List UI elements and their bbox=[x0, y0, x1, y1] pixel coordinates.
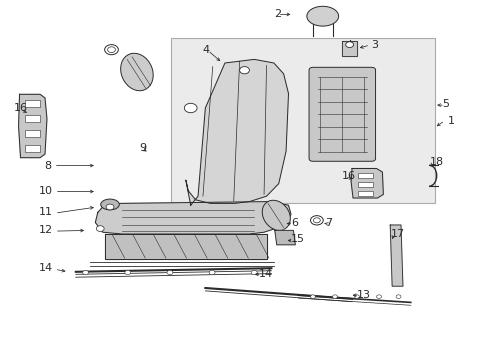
Bar bbox=[25, 145, 40, 152]
Polygon shape bbox=[185, 59, 288, 205]
Ellipse shape bbox=[121, 53, 153, 91]
Text: 15: 15 bbox=[290, 234, 305, 244]
Text: 14: 14 bbox=[39, 263, 53, 273]
Circle shape bbox=[82, 270, 88, 275]
Bar bbox=[25, 130, 40, 137]
FancyBboxPatch shape bbox=[308, 67, 375, 161]
Circle shape bbox=[251, 270, 257, 275]
Circle shape bbox=[395, 295, 400, 298]
Circle shape bbox=[313, 218, 320, 223]
Bar bbox=[357, 173, 372, 178]
Text: 8: 8 bbox=[44, 161, 51, 171]
Circle shape bbox=[310, 216, 323, 225]
Circle shape bbox=[345, 42, 353, 48]
Circle shape bbox=[96, 226, 104, 231]
Circle shape bbox=[184, 103, 197, 113]
Polygon shape bbox=[95, 202, 290, 234]
Text: 6: 6 bbox=[290, 218, 297, 228]
FancyBboxPatch shape bbox=[171, 38, 434, 203]
Ellipse shape bbox=[262, 200, 290, 230]
Polygon shape bbox=[19, 94, 47, 158]
Circle shape bbox=[167, 270, 173, 275]
Text: 12: 12 bbox=[39, 225, 53, 235]
Text: 7: 7 bbox=[325, 218, 332, 228]
Text: 9: 9 bbox=[139, 143, 146, 153]
Text: 13: 13 bbox=[356, 290, 370, 300]
Circle shape bbox=[354, 295, 359, 298]
Ellipse shape bbox=[101, 199, 119, 210]
Bar bbox=[357, 191, 372, 196]
Bar bbox=[25, 115, 40, 122]
Text: 11: 11 bbox=[39, 207, 53, 217]
Circle shape bbox=[310, 295, 315, 298]
Circle shape bbox=[376, 295, 381, 298]
Text: 10: 10 bbox=[39, 186, 53, 196]
Text: 1: 1 bbox=[447, 116, 453, 126]
Circle shape bbox=[104, 45, 118, 55]
Text: 2: 2 bbox=[273, 9, 281, 19]
Polygon shape bbox=[350, 168, 383, 198]
Bar bbox=[357, 182, 372, 187]
Text: 14: 14 bbox=[259, 269, 273, 279]
Text: 4: 4 bbox=[203, 45, 210, 55]
Bar bbox=[25, 100, 40, 107]
Circle shape bbox=[107, 47, 115, 53]
Polygon shape bbox=[105, 234, 266, 259]
Circle shape bbox=[239, 67, 249, 74]
Polygon shape bbox=[342, 41, 356, 56]
Text: 17: 17 bbox=[390, 229, 405, 239]
Polygon shape bbox=[274, 230, 295, 245]
Text: 18: 18 bbox=[429, 157, 444, 167]
Ellipse shape bbox=[306, 6, 338, 26]
Text: 16: 16 bbox=[342, 171, 356, 181]
Circle shape bbox=[209, 270, 215, 275]
Text: 5: 5 bbox=[442, 99, 448, 109]
Text: 16: 16 bbox=[14, 103, 28, 113]
Circle shape bbox=[106, 204, 114, 210]
Circle shape bbox=[332, 295, 337, 298]
Text: 3: 3 bbox=[371, 40, 378, 50]
Circle shape bbox=[124, 270, 130, 275]
Polygon shape bbox=[389, 225, 402, 286]
